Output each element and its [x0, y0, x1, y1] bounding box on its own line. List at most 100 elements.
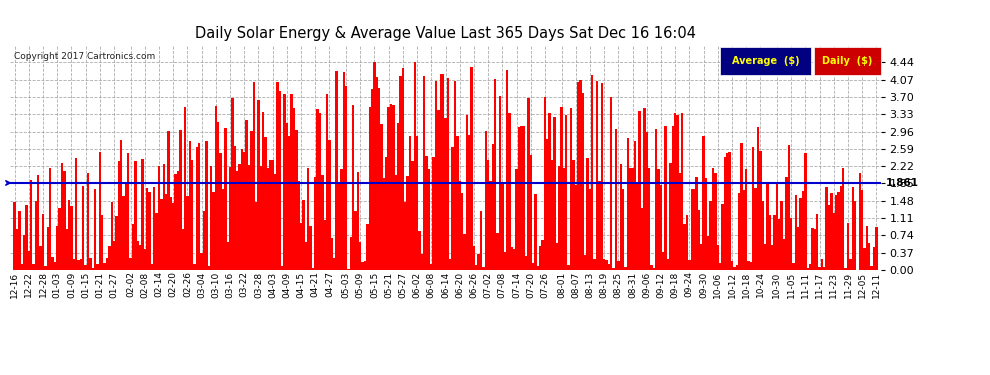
Bar	[722, 204, 724, 270]
Bar	[212, 192, 215, 270]
Bar	[35, 201, 38, 270]
Bar	[198, 142, 200, 270]
Bar	[555, 243, 558, 270]
Bar	[56, 226, 58, 270]
Bar	[14, 202, 16, 270]
Bar	[172, 204, 174, 270]
Bar	[442, 74, 445, 270]
Bar	[629, 168, 632, 270]
Bar	[60, 164, 63, 270]
Bar	[191, 160, 193, 270]
Bar	[759, 152, 761, 270]
Bar	[72, 259, 75, 270]
Bar	[385, 158, 387, 270]
Text: Average  ($): Average ($)	[732, 56, 800, 66]
Bar	[853, 201, 856, 270]
Bar	[669, 163, 671, 270]
Bar	[617, 261, 620, 270]
Bar	[111, 202, 113, 270]
Bar	[259, 166, 262, 270]
Bar	[38, 175, 40, 270]
FancyBboxPatch shape	[720, 47, 812, 75]
Bar	[865, 226, 868, 270]
Bar	[530, 155, 532, 270]
Bar	[63, 171, 65, 270]
Bar	[639, 111, 641, 270]
Bar	[560, 106, 562, 270]
Bar	[764, 244, 766, 270]
Bar	[608, 264, 610, 270]
Bar	[378, 88, 380, 270]
Bar	[326, 94, 329, 270]
Bar	[96, 264, 99, 270]
Bar	[91, 268, 94, 270]
Bar	[698, 210, 700, 270]
Bar	[671, 126, 674, 270]
Bar	[53, 262, 56, 270]
Bar	[652, 268, 655, 270]
Bar	[858, 174, 861, 270]
Title: Daily Solar Energy & Average Value Last 365 Days Sat Dec 16 16:04: Daily Solar Energy & Average Value Last …	[195, 26, 696, 41]
Bar	[710, 201, 712, 270]
Bar	[804, 153, 807, 270]
Bar	[838, 192, 840, 270]
Bar	[189, 141, 191, 270]
Bar	[33, 264, 35, 270]
Bar	[137, 241, 139, 270]
Bar	[795, 195, 797, 270]
Bar	[150, 264, 153, 270]
Bar	[307, 168, 310, 270]
Bar	[341, 169, 343, 270]
Bar	[700, 244, 702, 270]
Bar	[186, 196, 189, 270]
Bar	[148, 192, 150, 270]
Bar	[681, 114, 683, 270]
Bar	[428, 170, 430, 270]
Bar	[814, 229, 816, 270]
Bar	[446, 78, 449, 270]
Bar	[324, 220, 326, 270]
Bar	[501, 183, 504, 270]
Bar	[281, 266, 283, 270]
Bar	[686, 215, 688, 270]
Bar	[329, 140, 331, 270]
Bar	[416, 136, 419, 270]
Bar	[676, 115, 679, 270]
Bar	[347, 269, 349, 270]
Bar	[802, 191, 804, 270]
Bar	[23, 235, 26, 270]
Bar	[785, 177, 788, 270]
Bar	[773, 214, 776, 270]
Bar	[659, 184, 662, 270]
Bar	[831, 193, 833, 270]
Text: Copyright 2017 Cartronics.com: Copyright 2017 Cartronics.com	[14, 52, 155, 61]
Bar	[132, 224, 135, 270]
Bar	[691, 189, 693, 270]
Bar	[262, 112, 264, 270]
Bar	[844, 268, 846, 270]
FancyBboxPatch shape	[814, 47, 881, 75]
Bar	[819, 267, 821, 270]
Bar	[596, 81, 598, 270]
Bar	[683, 224, 686, 270]
Bar	[577, 82, 579, 270]
Bar	[144, 249, 146, 270]
Bar	[165, 194, 167, 270]
Bar	[747, 261, 749, 270]
Bar	[605, 260, 608, 270]
Bar	[875, 227, 877, 270]
Bar	[125, 184, 127, 270]
Bar	[712, 168, 714, 270]
Bar	[160, 199, 162, 270]
Bar	[492, 144, 494, 270]
Bar	[637, 183, 639, 270]
Bar	[840, 186, 842, 270]
Bar	[174, 174, 177, 270]
Bar	[108, 246, 111, 270]
Bar	[77, 260, 80, 270]
Bar	[749, 262, 752, 270]
Bar	[553, 117, 555, 270]
Bar	[404, 202, 407, 270]
Bar	[255, 202, 257, 270]
Bar	[305, 242, 307, 270]
